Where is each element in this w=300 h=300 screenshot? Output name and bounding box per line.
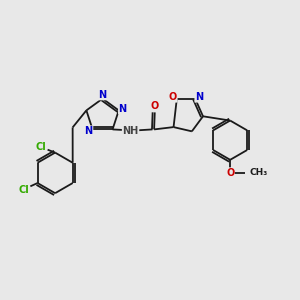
Text: N: N [195,92,203,102]
Text: N: N [98,90,106,100]
Text: Cl: Cl [35,142,46,152]
Text: Cl: Cl [18,184,29,195]
Text: O: O [151,101,159,111]
Text: O: O [169,92,177,102]
Text: O: O [226,168,234,178]
Text: CH₃: CH₃ [249,168,267,177]
Text: N: N [85,126,93,136]
Text: N: N [118,104,127,114]
Text: NH: NH [122,126,139,136]
